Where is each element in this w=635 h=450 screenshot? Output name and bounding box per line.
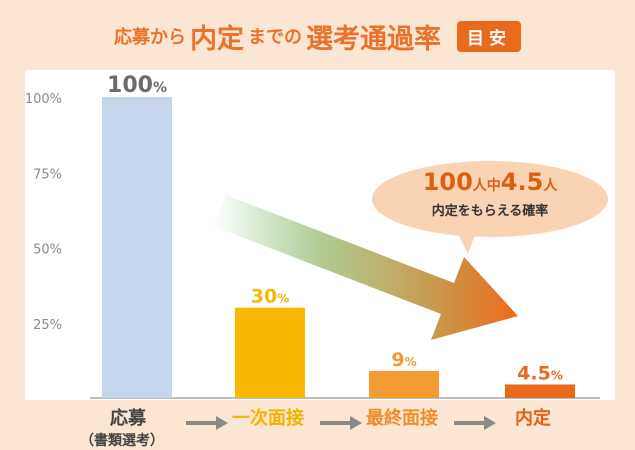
- bar: [505, 384, 575, 398]
- trend-arrow: [213, 195, 518, 340]
- callout-bubble: [372, 161, 608, 254]
- callout-num-2: 4.5: [500, 168, 544, 196]
- value-label: 9%: [391, 349, 416, 371]
- title-badge: 目安: [457, 20, 521, 52]
- callout-mid: 中: [486, 178, 501, 194]
- callout-line-2: 内定をもらえる確率: [431, 204, 549, 219]
- stage-label-3: 最終面接: [366, 408, 438, 429]
- flow-arrow-icon: [320, 416, 362, 430]
- stage-label-4: 内定: [515, 408, 551, 429]
- stage-label-1-sub: （書類選考）: [80, 433, 164, 449]
- bar: [369, 370, 439, 398]
- title-part-3: までの: [248, 27, 302, 48]
- title-part-2: 内定: [190, 23, 244, 55]
- stage-label-1: 応募: [110, 408, 146, 429]
- y-tick-label: 50%: [33, 243, 62, 258]
- callout-text: 100人中4.5人 内定をもらえる確率: [380, 168, 600, 219]
- value-labels: 100% 30% 9% 4.5%: [107, 73, 563, 384]
- callout-line-1: 100人中4.5人: [380, 168, 600, 196]
- title-part-4: 選考通過率: [306, 23, 441, 55]
- callout-unit-2: 人: [543, 178, 558, 194]
- stage-label-2: 一次面接: [232, 408, 304, 429]
- bar: [235, 307, 305, 398]
- flow-arrow-icon: [454, 416, 496, 430]
- y-tick-label: 25%: [33, 318, 62, 333]
- value-label: 4.5%: [517, 362, 563, 384]
- y-axis: 25% 50% 75% 100%: [25, 92, 62, 333]
- title-part-1: 応募から: [114, 27, 186, 48]
- flow-arrow-icon: [186, 416, 228, 430]
- y-tick-label: 75%: [33, 167, 62, 182]
- value-label: 30%: [251, 286, 289, 308]
- callout-num-1: 100: [422, 168, 473, 196]
- value-label: 100%: [107, 73, 167, 98]
- chart-title: 応募から 内定 までの 選考通過率 目安: [0, 14, 635, 58]
- bar: [102, 97, 172, 398]
- callout-unit-1: 人: [472, 178, 487, 194]
- y-tick-label: 100%: [25, 92, 62, 107]
- bars: [102, 97, 575, 398]
